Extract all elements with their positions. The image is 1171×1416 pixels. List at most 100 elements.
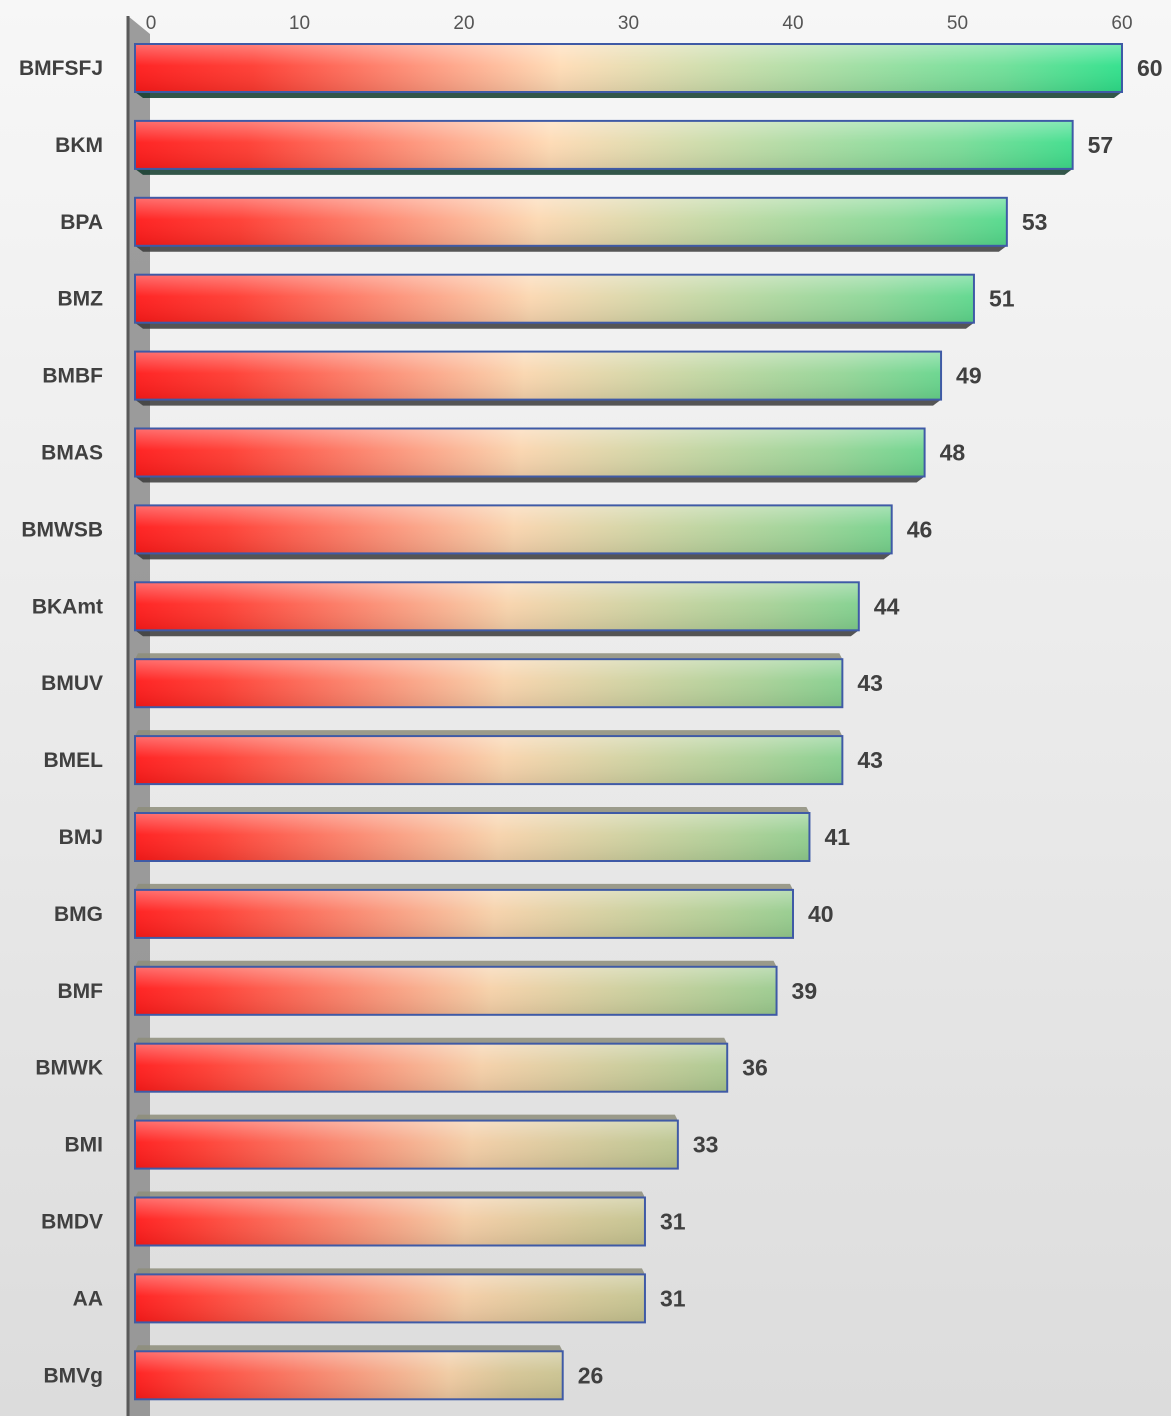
bar-gloss xyxy=(136,198,1006,245)
category-label: BMUV xyxy=(41,672,103,695)
bar-gloss xyxy=(136,1275,644,1322)
bar-gloss xyxy=(136,506,891,553)
bar-depth-face xyxy=(135,960,777,967)
bar-depth-face xyxy=(135,630,859,637)
value-label: 40 xyxy=(808,901,834,927)
bar-depth-face xyxy=(135,1268,645,1275)
bar-gloss xyxy=(136,890,792,937)
x-axis-ticks: 0 10 20 30 40 50 60 xyxy=(146,13,1133,34)
bar-bmbf xyxy=(134,350,943,406)
category-label: BMEL xyxy=(44,749,104,772)
category-label: BKM xyxy=(55,134,103,157)
bar-bmz xyxy=(134,273,975,329)
value-label: 44 xyxy=(874,593,900,619)
category-label: BMZ xyxy=(58,288,104,311)
value-label: 46 xyxy=(907,516,933,542)
value-label: 57 xyxy=(1088,132,1114,158)
bar-bmel xyxy=(134,730,844,786)
bar-depth-face xyxy=(135,883,793,890)
bar-gloss xyxy=(136,429,924,476)
category-label: BKAmt xyxy=(32,595,103,618)
bar-gloss xyxy=(136,583,858,630)
bar-gloss xyxy=(136,121,1072,168)
value-label: 41 xyxy=(824,824,850,850)
bar-bkamt xyxy=(134,581,860,637)
x-tick-label: 10 xyxy=(289,13,310,34)
value-label: 49 xyxy=(956,363,982,389)
category-label: BMBF xyxy=(42,365,103,388)
bar-depth-face xyxy=(135,807,810,813)
bar-depth-face xyxy=(135,168,1073,175)
bar-gloss xyxy=(136,275,973,322)
category-label: BMG xyxy=(54,903,103,926)
bar-depth-face xyxy=(135,476,925,483)
value-label: 60 xyxy=(1137,55,1163,81)
category-label: BMJ xyxy=(59,826,103,849)
x-tick-label: 0 xyxy=(146,13,157,34)
category-label: BMVg xyxy=(44,1364,104,1387)
bar-gloss xyxy=(136,814,809,860)
bar-depth-face xyxy=(135,1191,645,1198)
x-tick-label: 40 xyxy=(782,13,803,34)
bar-depth-face xyxy=(135,1037,728,1044)
bar-depth-face xyxy=(135,322,974,329)
bars xyxy=(134,43,1123,1401)
x-tick-label: 60 xyxy=(1111,13,1132,34)
category-label: BMFSFJ xyxy=(19,57,103,80)
x-tick-label: 20 xyxy=(453,13,474,34)
bar-bmfsfj xyxy=(134,43,1123,98)
category-label: AA xyxy=(73,1287,103,1310)
bar-gloss xyxy=(136,1121,677,1168)
bar-bmj xyxy=(134,807,811,862)
value-label: 26 xyxy=(578,1362,604,1388)
bar-depth-face xyxy=(135,553,892,560)
bar-depth-face xyxy=(135,653,843,660)
bar-bmuv xyxy=(134,653,844,709)
bar-depth-face xyxy=(135,730,843,737)
bar-bmwsb xyxy=(134,504,893,560)
bar-bmdv xyxy=(134,1191,646,1247)
bar-bkm xyxy=(134,119,1074,175)
bar-depth-face xyxy=(135,1114,678,1121)
bar-bmf xyxy=(134,960,778,1016)
bar-gloss xyxy=(136,967,776,1014)
value-label: 48 xyxy=(940,440,966,466)
bar-depth-face xyxy=(135,1345,563,1352)
value-label: 39 xyxy=(792,978,818,1004)
bar-depth-face xyxy=(135,399,942,406)
bar-bpa xyxy=(134,196,1008,252)
bar-depth-face xyxy=(135,245,1007,252)
bar-gloss xyxy=(136,45,1121,91)
value-label: 43 xyxy=(857,670,883,696)
bar-bmwk xyxy=(134,1037,729,1093)
category-label: BMWSB xyxy=(21,518,103,541)
value-label: 43 xyxy=(857,747,883,773)
value-label: 53 xyxy=(1022,209,1048,235)
bar-gloss xyxy=(136,1352,562,1399)
category-label: BMF xyxy=(58,980,104,1003)
bar-bmi xyxy=(134,1114,679,1170)
value-label: 33 xyxy=(693,1132,719,1158)
category-label: BPA xyxy=(60,211,103,234)
bar-gloss xyxy=(136,737,842,784)
value-label: 51 xyxy=(989,286,1015,312)
bar-gloss xyxy=(136,660,842,707)
value-label: 31 xyxy=(660,1209,686,1235)
bar-aa xyxy=(134,1268,646,1324)
x-tick-label: 30 xyxy=(618,13,639,34)
bar-bmvg xyxy=(134,1345,564,1401)
bar-gloss xyxy=(136,352,941,399)
bar-bmas xyxy=(134,427,926,483)
bar-gloss xyxy=(136,1044,727,1091)
bar-bmg xyxy=(134,883,794,939)
value-label: 31 xyxy=(660,1285,686,1311)
category-label: BMDV xyxy=(41,1211,103,1234)
category-label: BMWK xyxy=(35,1057,103,1080)
category-label: BMI xyxy=(65,1134,104,1157)
labels: BMFSFJ 60 BKM 57 BPA 53 BMZ 51 BMBF 49 BMAS 48 BMWSB… xyxy=(19,55,1163,1388)
bar-gloss xyxy=(136,1198,644,1245)
bar-depth-face xyxy=(135,92,1122,98)
x-tick-label: 50 xyxy=(947,13,968,34)
